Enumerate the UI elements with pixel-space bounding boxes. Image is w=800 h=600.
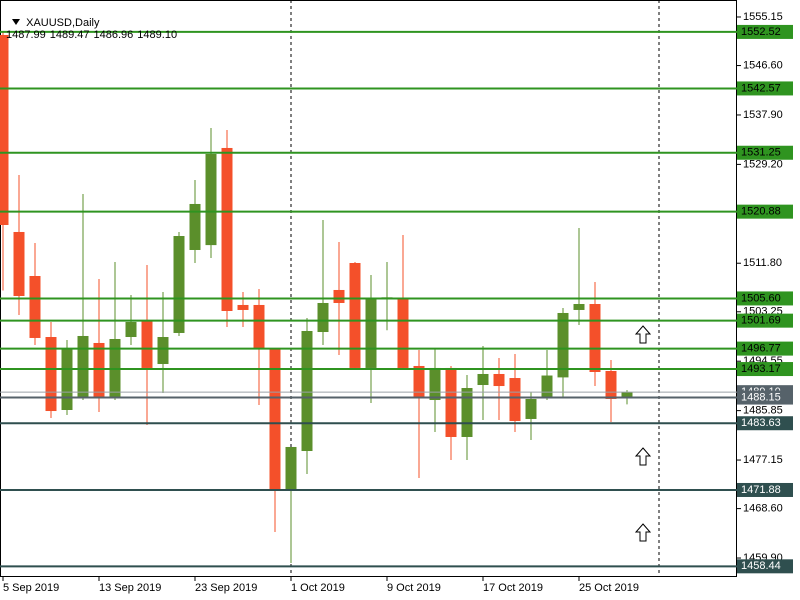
level-label-box [737, 291, 793, 306]
y-tick-label: 1511.80 [743, 257, 782, 269]
level-label-box [737, 24, 793, 39]
candle-body [237, 304, 249, 310]
x-tick-label: 17 Oct 2019 [483, 582, 543, 594]
candle-body [189, 203, 201, 250]
y-tick-label: 1485.85 [743, 405, 783, 417]
candle-body [413, 365, 425, 397]
chart-header: XAUUSD,Daily 1487.99 1489.47 1486.96 1489.1… [6, 5, 181, 41]
candle-body [125, 321, 137, 338]
ohlc-value: 1487.99 [6, 29, 46, 41]
candle-body [397, 297, 409, 368]
x-tick-label: 9 Oct 2019 [387, 582, 441, 594]
candle-body [477, 373, 489, 386]
candle-body [429, 367, 441, 401]
ohlc-value: 1489.10 [137, 29, 178, 41]
candle-body [221, 147, 233, 311]
candle-body [573, 304, 585, 310]
level-label-box [737, 313, 793, 328]
y-tick-label: 1546.60 [743, 59, 783, 71]
y-tick-label: 1537.90 [743, 109, 783, 121]
candle-body [349, 262, 361, 368]
symbol: XAUUSD,Daily [26, 17, 100, 29]
candle-body [493, 373, 505, 387]
x-tick-label: 13 Sep 2019 [99, 582, 161, 594]
level-label: 1531.25 [741, 147, 781, 159]
candle-body [605, 370, 617, 399]
y-tick-label: 1529.20 [743, 158, 783, 170]
levels: 1489.10 1552.52 1542.57 1531.25 1520.88 1505.… [0, 24, 793, 574]
level-label: 1483.63 [741, 417, 781, 429]
level-label: 1552.52 [741, 26, 781, 38]
level-label: 1520.88 [741, 206, 781, 218]
x-tick-label: 25 Oct 2019 [579, 582, 639, 594]
candle-body [333, 289, 345, 303]
candle-body [77, 335, 89, 397]
level-label: 1496.77 [741, 343, 781, 355]
candle-body [61, 348, 73, 411]
arrow-icons [634, 325, 652, 542]
candle-body [205, 153, 217, 246]
level-label-box [737, 81, 793, 96]
candle-body [253, 304, 265, 349]
level-label-box [737, 559, 793, 574]
up-arrow [634, 447, 652, 466]
y-tick-label: 1477.15 [743, 454, 783, 466]
menu-triangle[interactable] [12, 18, 22, 26]
level-label-box [737, 482, 793, 497]
candle-body [317, 302, 329, 333]
candle-body [285, 446, 297, 490]
candle-body [621, 392, 633, 399]
level-label: 1488.15 [741, 391, 781, 403]
level-label-box [737, 145, 793, 160]
candle-body [461, 388, 473, 437]
candle-body [29, 276, 41, 338]
plot-frame [0, 0, 737, 577]
candle-body [13, 231, 25, 296]
candle-body [557, 312, 569, 378]
x-tick-label: 1 Oct 2019 [291, 582, 345, 594]
candle-body [45, 337, 57, 412]
candle-body [141, 320, 153, 368]
candle-body [157, 337, 169, 364]
level-label: 1505.60 [741, 292, 781, 304]
level-label: 1471.88 [741, 484, 781, 496]
candle-body [589, 304, 601, 372]
ohlc-value: 1489.47 [49, 29, 90, 41]
y-tick-label: 1555.15 [743, 11, 783, 23]
candle-body [541, 375, 553, 399]
level-label-box [737, 362, 793, 377]
candle-body [0, 34, 9, 225]
candle-body [301, 330, 313, 452]
up-arrow [634, 325, 652, 344]
level-label-box [737, 416, 793, 431]
candle-body [525, 398, 537, 419]
candle-body [109, 338, 121, 397]
candle-body [269, 348, 281, 490]
candle-body [445, 367, 457, 437]
level-label: 1458.44 [741, 560, 781, 572]
candle-body [365, 297, 377, 368]
level-label: 1493.17 [741, 363, 781, 375]
x-tick-label: 23 Sep 2019 [195, 582, 257, 594]
level-label-box [737, 341, 793, 356]
level-label: 1501.69 [741, 315, 781, 327]
candle-body [509, 378, 521, 422]
level-label-box [737, 390, 793, 405]
y-tick-label: 1468.60 [743, 503, 783, 515]
axes: 1555.151546.601537.901529.201511.801503.… [2, 11, 783, 594]
candle-body [173, 236, 185, 333]
level-label: 1542.57 [741, 82, 781, 94]
ohlc-value: 1486.96 [93, 29, 134, 41]
level-label-box [737, 204, 793, 219]
up-arrow [634, 523, 652, 542]
x-tick-label: 5 Sep 2019 [3, 582, 59, 594]
